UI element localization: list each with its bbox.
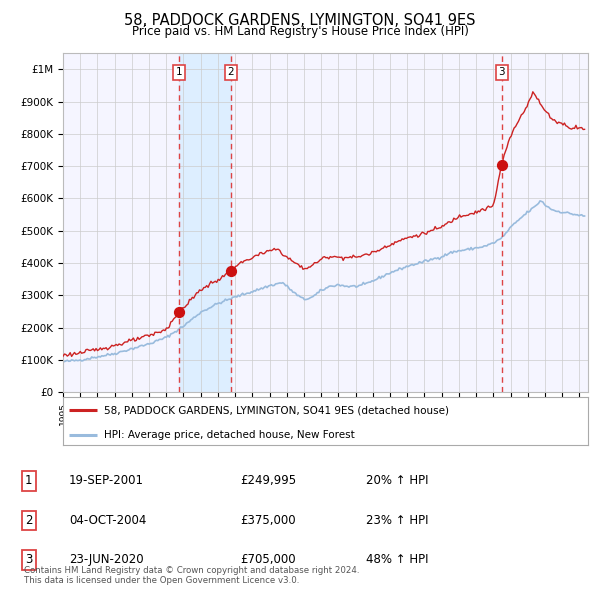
Text: £375,000: £375,000 [240, 514, 296, 527]
Text: 2: 2 [227, 67, 235, 77]
Text: 23-JUN-2020: 23-JUN-2020 [69, 553, 143, 566]
Text: 3: 3 [498, 67, 505, 77]
Text: £249,995: £249,995 [240, 474, 296, 487]
Text: 20% ↑ HPI: 20% ↑ HPI [366, 474, 428, 487]
Text: 58, PADDOCK GARDENS, LYMINGTON, SO41 9ES: 58, PADDOCK GARDENS, LYMINGTON, SO41 9ES [124, 13, 476, 28]
Text: 58, PADDOCK GARDENS, LYMINGTON, SO41 9ES (detached house): 58, PADDOCK GARDENS, LYMINGTON, SO41 9ES… [104, 405, 449, 415]
Point [226, 267, 236, 276]
Text: 1: 1 [175, 67, 182, 77]
Text: 04-OCT-2004: 04-OCT-2004 [69, 514, 146, 527]
Text: 19-SEP-2001: 19-SEP-2001 [69, 474, 144, 487]
Text: 48% ↑ HPI: 48% ↑ HPI [366, 553, 428, 566]
Text: 23% ↑ HPI: 23% ↑ HPI [366, 514, 428, 527]
Text: 1: 1 [25, 474, 32, 487]
Bar [179, 53, 231, 392]
Text: £705,000: £705,000 [240, 553, 296, 566]
Text: 2: 2 [25, 514, 32, 527]
Text: HPI: Average price, detached house, New Forest: HPI: Average price, detached house, New … [104, 430, 355, 440]
Text: Contains HM Land Registry data © Crown copyright and database right 2024.
This d: Contains HM Land Registry data © Crown c… [24, 566, 359, 585]
Text: 3: 3 [25, 553, 32, 566]
Point [174, 307, 184, 316]
Text: Price paid vs. HM Land Registry's House Price Index (HPI): Price paid vs. HM Land Registry's House … [131, 25, 469, 38]
Point [497, 160, 506, 169]
